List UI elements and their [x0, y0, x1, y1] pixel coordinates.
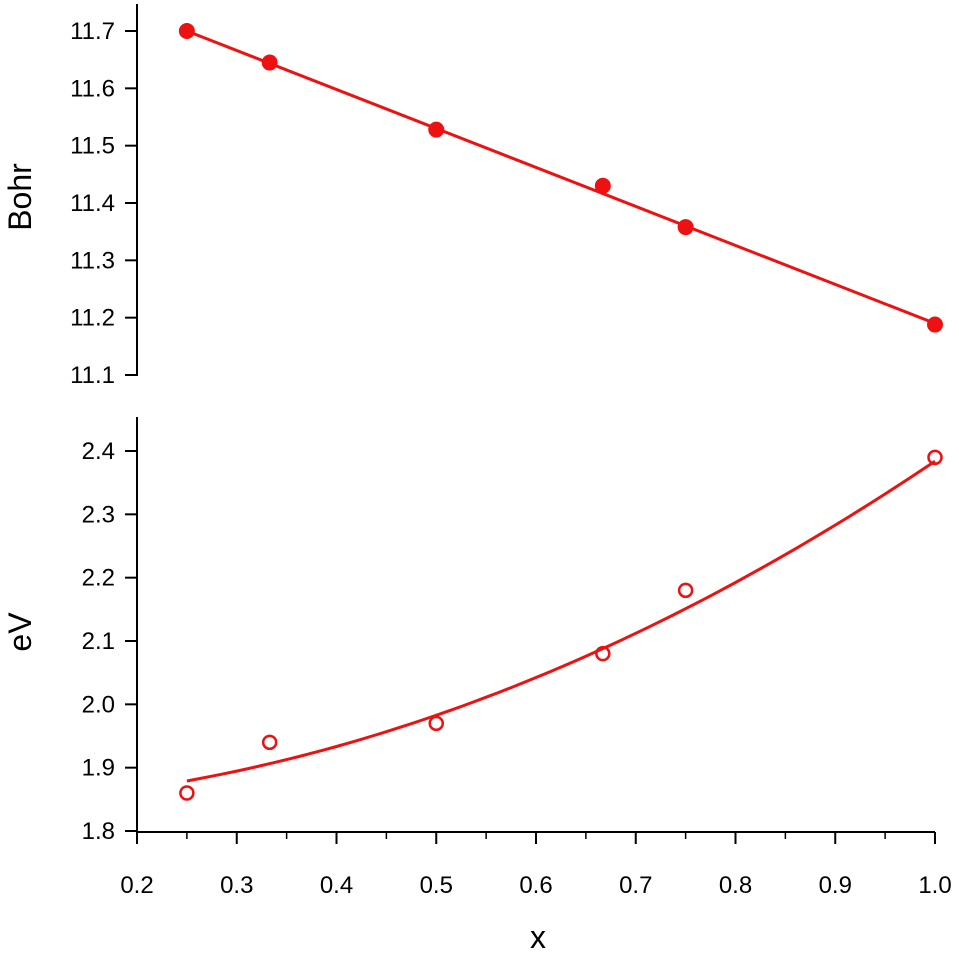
bottom-data-point — [927, 449, 943, 466]
top-y-tick-label: 11.4 — [70, 190, 115, 217]
bottom-data-point — [677, 582, 694, 599]
bottom-data-point — [595, 645, 611, 662]
bottom-data-point — [428, 715, 444, 732]
bottom-y-tick-label: 1.8 — [82, 818, 115, 845]
top-data-point — [178, 23, 195, 39]
top-data-point — [261, 54, 278, 71]
top-data-point — [428, 121, 445, 138]
bottom-y-tick-label: 2.2 — [82, 565, 115, 592]
top-y-tick-label: 11.5 — [70, 133, 115, 160]
top-y-ticks: 11.1 11.2 11.3 11.4 11.5 11.6 11.7 — [70, 18, 137, 389]
x-tick-label: 0.6 — [519, 872, 552, 899]
bottom-data-points — [179, 449, 943, 801]
bottom-y-tick-label: 1.9 — [82, 755, 115, 782]
bottom-y-tick-label: 2.4 — [82, 438, 115, 465]
top-data-points — [178, 23, 943, 333]
x-tick-label: 0.9 — [819, 872, 852, 899]
bottom-data-point — [179, 785, 195, 801]
top-data-point — [927, 316, 943, 333]
bottom-y-ticks: 1.8 1.9 2.0 2.1 2.2 2.3 2.4 — [82, 438, 137, 845]
x-ticks: 0.2 0.3 0.4 0.5 0.6 0.7 0.8 0.9 1.0 — [120, 832, 952, 899]
top-y-tick-label: 11.1 — [70, 362, 115, 389]
top-y-tick-label: 11.3 — [70, 247, 115, 274]
bottom-fit-curve — [186, 459, 936, 783]
bottom-panel-energy: 1.8 1.9 2.0 2.1 2.2 2.3 2.4 0.2 0.3 0.4 0.5 0.6 0.7… — [2, 417, 952, 954]
x-tick-label: 0.7 — [619, 872, 652, 899]
top-y-axis-title: Bohr — [2, 163, 38, 231]
x-tick-label: 0.2 — [120, 872, 153, 899]
x-tick-label: 1.0 — [918, 872, 951, 899]
top-data-point — [677, 219, 694, 236]
bottom-fit-path — [186, 459, 936, 783]
top-y-tick-label: 11.6 — [70, 75, 115, 102]
top-data-point — [594, 177, 611, 194]
top-y-tick-label: 11.7 — [70, 18, 115, 45]
top-fit-path — [186, 29, 936, 325]
top-panel-lattice-constant: 11.1 11.2 11.3 11.4 11.5 11.6 11.7 Bohr — [2, 4, 943, 389]
bottom-y-tick-label: 2.1 — [82, 628, 115, 655]
top-fit-line — [186, 29, 936, 325]
bottom-y-tick-label: 2.3 — [82, 501, 115, 528]
x-tick-label: 0.4 — [320, 872, 353, 899]
x-tick-label: 0.3 — [220, 872, 253, 899]
top-y-tick-label: 11.2 — [70, 305, 115, 332]
x-tick-label: 0.8 — [719, 872, 752, 899]
bottom-data-point — [261, 734, 278, 751]
x-axis-title: x — [530, 919, 546, 954]
bottom-y-tick-label: 2.0 — [82, 691, 115, 718]
bottom-y-axis-title: eV — [2, 612, 38, 652]
x-tick-label: 0.5 — [420, 872, 453, 899]
